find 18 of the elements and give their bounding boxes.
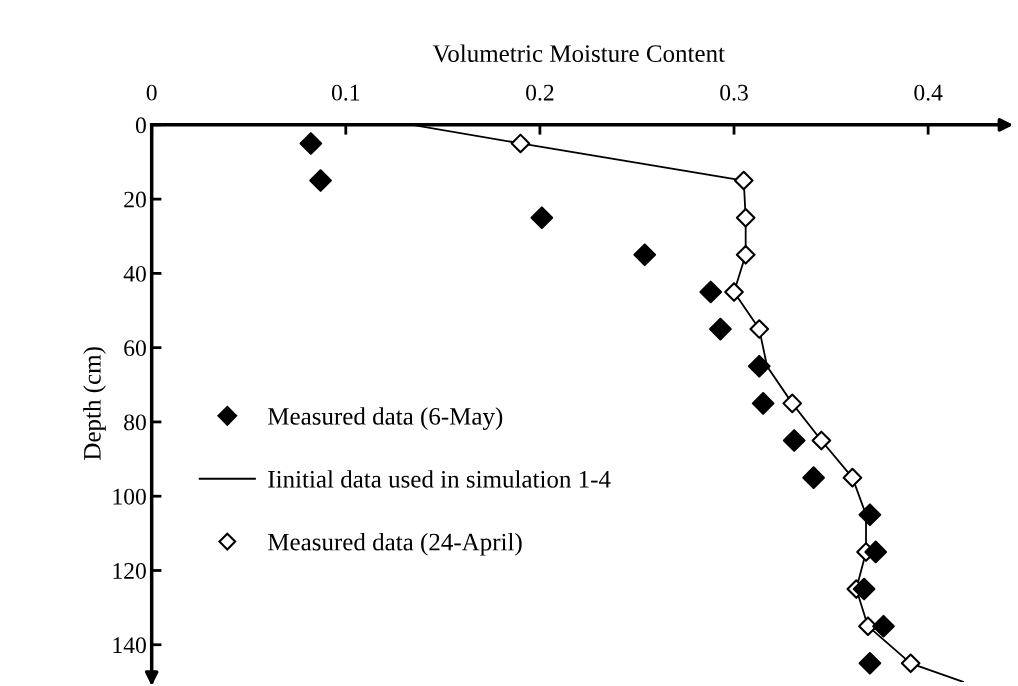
x-tick-label: 0.3 [720,84,748,101]
legend-label: Iinitial data used in simulation 1-4 [268,470,611,488]
y-tick-label: 0 [135,117,146,134]
x-tick-label: 0 [146,84,157,101]
y-tick-label: 80 [124,414,146,431]
legend-label: Measured data (6-May) [268,407,503,430]
y-tick-label: 20 [124,191,146,208]
x-tick-label: 0.1 [331,84,360,101]
y-axis-title: Depth (cm) [83,347,106,460]
y-tick-label: 120 [113,562,146,579]
x-tick-label: 0.2 [526,84,554,101]
legend-label: Measured data (24-April) [268,532,522,556]
y-tick-label: 140 [113,637,146,654]
x-tick-label: 0.4 [914,84,943,101]
y-tick-label: 40 [123,265,146,282]
y-tick-label: 60 [124,340,146,357]
x-axis-title: Volumetric Moisture Content [432,44,725,63]
y-tick-label: 100 [113,488,146,505]
